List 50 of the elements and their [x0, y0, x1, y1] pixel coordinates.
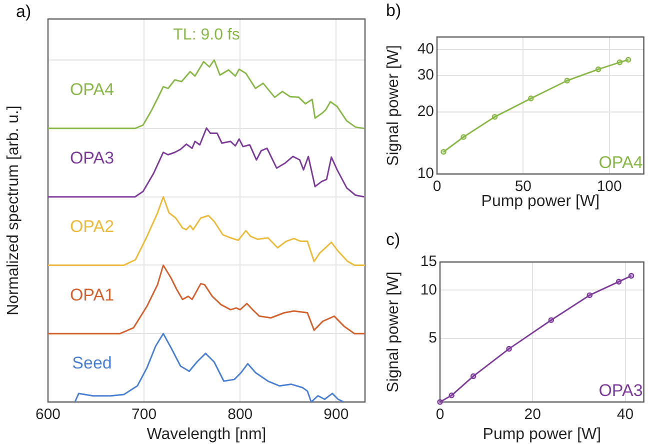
x-tick-label: 0 [436, 406, 444, 424]
point [440, 148, 446, 155]
x-axis-title: Pump power [W] [482, 426, 602, 443]
chart-title: a) [16, 2, 32, 22]
y-tick-label: 5 [428, 329, 437, 346]
x-tick-label: 800 [228, 406, 253, 424]
text: OPA3 [598, 381, 643, 400]
chart-title: b) [386, 1, 402, 20]
point [595, 66, 602, 72]
point [492, 114, 498, 120]
point [528, 96, 534, 102]
x-tick-label: 700 [132, 406, 157, 424]
y-tick-label: 15 [420, 253, 437, 270]
x-tick-label: 20 [524, 406, 541, 424]
x-tick-label: 0 [432, 178, 442, 196]
y-tick-label: 10 [417, 165, 434, 182]
y-axis-title: Normalized spectrum [arb. u.] [5, 106, 22, 316]
point [506, 346, 512, 352]
x-tick-label: 40 [616, 406, 634, 424]
y-axis-title: Signal power [W] [385, 272, 402, 392]
point [616, 59, 623, 66]
y-tick-label: 40 [417, 40, 434, 58]
chart-title: c) [386, 230, 400, 250]
point [437, 399, 443, 405]
series-label: OPA2 [70, 216, 114, 236]
x-tick-label: 100 [596, 178, 622, 196]
x-axis-title: Wavelength [nm] [146, 426, 266, 443]
point [460, 134, 466, 140]
y-tick-label: 20 [417, 102, 434, 120]
text: TL: 9.0 fs [173, 26, 240, 44]
series-label: Seed [72, 354, 112, 373]
point [625, 56, 632, 63]
point [616, 278, 622, 285]
x-axis-title: Pump power [W] [481, 192, 600, 210]
x-tick-label: 900 [324, 406, 349, 424]
point [548, 317, 554, 324]
y-axis-title: Signal power [W] [385, 45, 402, 166]
x-tick-label: 600 [35, 406, 61, 424]
text: OPA4 [598, 153, 643, 172]
series-label: OPA4 [70, 80, 114, 100]
point [628, 272, 634, 279]
point [470, 373, 476, 380]
y-tick-label: 10 [420, 281, 437, 298]
x-tick-label: 50 [514, 178, 532, 196]
point [564, 78, 570, 84]
series-label: OPA1 [70, 285, 114, 304]
point [586, 292, 593, 298]
series-label: OPA3 [70, 148, 114, 168]
y-tick-label: 30 [417, 66, 434, 84]
point [448, 392, 454, 398]
